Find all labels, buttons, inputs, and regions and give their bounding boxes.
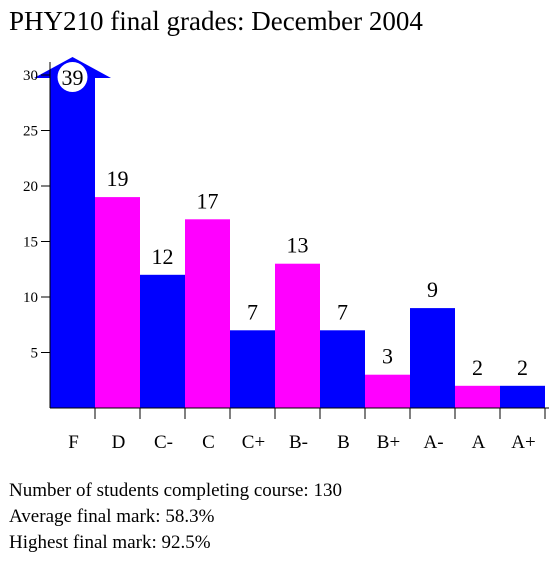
category-label: A- [423, 432, 443, 453]
value-label: 12 [152, 244, 174, 269]
bar-b [320, 330, 365, 408]
value-label: 7 [337, 299, 348, 324]
bar-aplus [500, 385, 545, 408]
category-label: D [112, 432, 126, 453]
bar-a [455, 385, 500, 408]
category-label: B [337, 432, 350, 453]
value-label: 17 [197, 188, 219, 213]
y-tick-label: 25 [23, 124, 38, 140]
category-label: A [472, 432, 486, 453]
value-label: 9 [427, 277, 438, 302]
y-tick-label: 10 [23, 290, 38, 306]
bars-layer [34, 57, 545, 408]
value-label: 19 [107, 166, 129, 191]
axes-layer [41, 62, 549, 419]
y-tick-label: 5 [31, 346, 39, 362]
value-label: 39 [62, 65, 84, 90]
students-count-text: Number of students completing course: 13… [9, 480, 342, 501]
value-label: 13 [287, 233, 309, 258]
category-label: F [68, 432, 79, 453]
y-tick-label: 15 [23, 235, 38, 251]
highest-mark-text: Highest final mark: 92.5% [9, 532, 211, 553]
bar-bplus [365, 374, 410, 408]
category-label: A+ [511, 432, 535, 453]
category-label: B- [289, 432, 308, 453]
course-statistics: Number of students completing course: 13… [9, 478, 549, 556]
value-label: 7 [247, 299, 258, 324]
chart-title: PHY210 final grades: December 2004 [9, 6, 423, 36]
value-label: 3 [382, 344, 393, 369]
bar-cminus [140, 274, 185, 408]
average-mark-text: Average final mark: 58.3% [9, 506, 215, 527]
bar-d [95, 197, 140, 408]
bar-f [50, 75, 95, 408]
y-tick-label: 30 [23, 68, 38, 84]
bar-c [185, 219, 230, 408]
bar-aminus [410, 308, 455, 408]
category-label: C+ [242, 432, 265, 453]
category-label: C [202, 432, 215, 453]
value-label: 2 [517, 355, 528, 380]
value-label: 2 [472, 355, 483, 380]
y-tick-label: 20 [23, 179, 38, 195]
bar-bminus [275, 263, 320, 408]
labels-layer: 39 F 19 D 12 C- 17 C 7 C+ 13 B- 7 B 3 B+ 9 A- 2 A 2 A+ 5 10 15 20… [23, 62, 536, 453]
category-label: B+ [377, 432, 400, 453]
category-label: C- [154, 432, 173, 453]
value-label-badge [57, 62, 88, 92]
bar-cplus [230, 330, 275, 408]
